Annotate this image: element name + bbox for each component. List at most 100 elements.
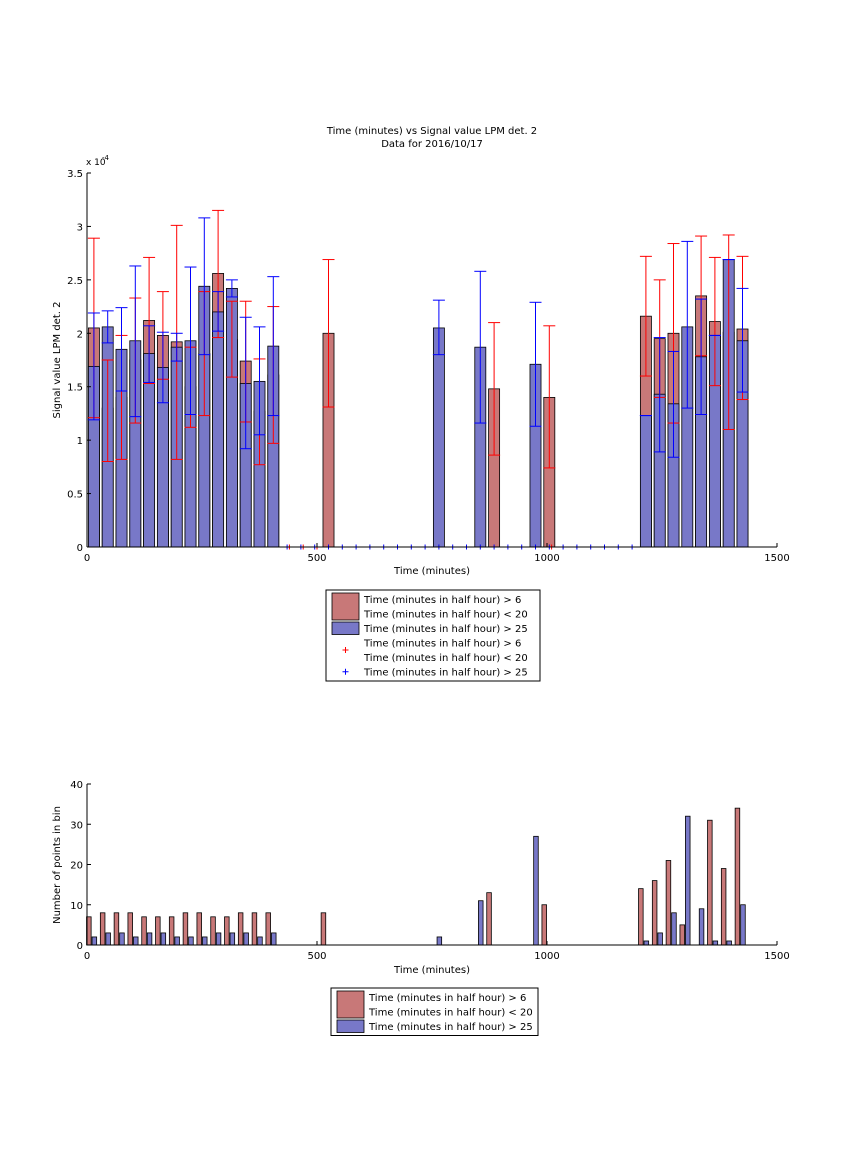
count-bar [174,936,180,946]
count-bar [436,936,443,946]
count-chart: 0 500 1000 1500 0 10 20 30 40 Time (minutes) Num… [52,780,790,1036]
count-bar [146,932,153,946]
count-bar [671,912,677,946]
count-bar [91,936,98,946]
count-bar [665,860,672,946]
legend-label: Time (minutes in half hour) > 25 [368,1022,533,1033]
chart-title: Time (minutes) vs Signal value LPM det. … [326,126,537,137]
count-bar [638,888,644,946]
count-bar [643,940,650,946]
legend-swatch [336,1019,365,1033]
legend-label: Time (minutes in half hour) > 25 [363,624,528,635]
y-tick-label: 1 [77,436,83,447]
x-axis-label: Time (minutes) [393,965,470,976]
count-bar [141,916,147,946]
x-tick-label: 1500 [764,951,789,962]
count-bar [257,936,263,946]
legend-label: Time (minutes in half hour) > 6 [363,639,521,650]
count-bar [202,936,208,946]
y-tick-label: 1.5 [67,383,83,394]
count-bar [698,908,705,946]
signal-legend: Time (minutes in half hour) > 6 Time (min… [325,589,541,682]
count-bar [168,916,175,946]
y-exponent-base: x 10 [86,158,106,168]
count-bar [99,912,106,946]
count-bar [679,924,685,946]
y-exponent-power: -4 [102,154,110,162]
count-bar [541,904,547,946]
count-bars-layer [86,807,746,946]
legend-swatch [331,592,360,621]
count-axes: 0 500 1000 1500 0 10 20 30 40 [70,780,789,962]
count-bar [105,932,111,946]
count-bar [271,932,277,946]
legend-label: Time (minutes in half hour) > 25 [363,668,528,679]
count-bar [229,932,236,946]
legend-box [330,987,539,1036]
signal-bar [432,327,445,548]
x-tick-label: 1000 [534,951,559,962]
y-axis-label: Number of points in bin [52,806,63,924]
count-bar [237,912,244,946]
count-bar [657,932,663,946]
legend-swatch [331,621,360,635]
count-bar [726,940,732,946]
count-bar [224,916,230,946]
legend-box [325,589,541,682]
legend-label: Time (minutes in half hour) < 20 [363,653,528,664]
count-bar [196,912,202,946]
count-bar [533,835,539,946]
y-tick-label: 30 [70,820,83,831]
signal-bars-layer [87,259,749,548]
count-bar [685,815,691,946]
count-bar [651,880,658,946]
count-bar [113,912,120,946]
count-bar [707,819,713,946]
count-bar [210,916,216,946]
count-bar [265,912,271,946]
x-tick-label: 1500 [764,553,789,564]
y-tick-label: 0.5 [67,490,83,501]
y-tick-label: 0 [77,941,83,952]
count-bar [160,932,167,946]
count-bar [127,912,133,946]
count-bar [119,932,125,946]
count-bar [734,807,741,946]
signal-bar [212,311,225,548]
count-bar [215,932,222,946]
legend-label: Time (minutes in half hour) < 20 [368,1008,533,1019]
x-tick-label: 500 [307,553,326,564]
count-bar [243,932,249,946]
x-tick-label: 0 [84,951,90,962]
legend-swatch [336,990,365,1019]
count-bar [740,904,746,946]
x-tick-label: 1000 [534,553,559,564]
count-bar [133,936,139,946]
count-bar [182,912,189,946]
signal-axes: 0 500 1000 1500 0 0.5 1 1.5 2 2.5 3 3.5 [67,169,790,564]
y-tick-label: 2.5 [67,276,83,287]
count-bar [478,900,484,946]
count-bar [188,936,194,946]
legend-label: Time (minutes in half hour) < 20 [363,610,528,621]
signal-chart: Time (minutes) vs Signal value LPM det. … [52,126,790,682]
y-tick-label: 3 [77,222,83,233]
chart-subtitle: Data for 2016/10/17 [381,139,483,150]
y-tick-label: 20 [70,861,83,872]
y-tick-label: 40 [70,780,83,791]
legend-label: Time (minutes in half hour) > 6 [368,993,526,1004]
count-legend: Time (minutes in half hour) > 6 Time (min… [330,987,539,1036]
y-tick-label: 0 [77,543,83,554]
signal-bar [639,415,652,548]
count-bar [720,868,727,946]
count-bar [155,916,161,946]
y-tick-label: 10 [70,901,83,912]
count-bar [251,912,258,946]
y-tick-label: 2 [77,329,83,340]
x-tick-label: 0 [84,553,90,564]
legend-label: Time (minutes in half hour) > 6 [363,595,521,606]
x-axis-label: Time (minutes) [393,566,470,577]
count-bar [486,892,492,946]
x-tick-label: 500 [307,951,326,962]
